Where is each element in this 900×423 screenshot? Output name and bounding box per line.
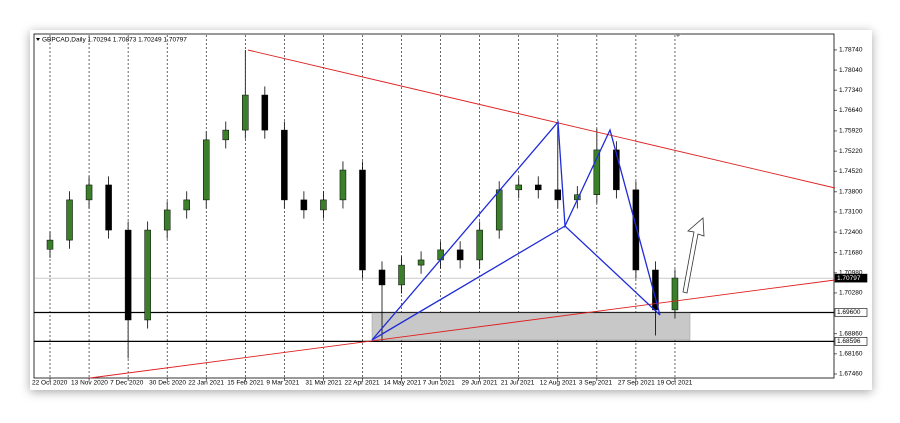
y-tick-label: 1.75220 <box>839 148 863 155</box>
x-tick-label: 21 Jul 2021 <box>501 380 535 387</box>
level-label-box <box>834 308 868 317</box>
x-tick-label: 3 Sep 2021 <box>579 380 613 387</box>
y-tick-label: 1.68860 <box>839 330 863 337</box>
level-label: 1.69600 <box>837 309 861 316</box>
x-tick-label: 27 Sep 2021 <box>618 380 655 387</box>
candle-body <box>144 229 151 321</box>
candle-body <box>261 94 269 131</box>
y-tick-label: 1.70280 <box>839 290 863 297</box>
candle-body <box>183 199 190 211</box>
candle-body <box>456 249 464 261</box>
candle-body <box>124 229 132 321</box>
level-label-box <box>834 273 868 283</box>
candle-body <box>671 277 679 311</box>
y-tick-label: 1.73100 <box>839 209 863 216</box>
candle-body <box>515 184 522 191</box>
candle-body <box>495 189 503 231</box>
candle-body <box>163 209 171 231</box>
x-tick-label: 14 May 2021 <box>384 380 422 387</box>
candle-body <box>632 189 640 271</box>
x-tick-label: 12 Aug 2021 <box>540 380 577 387</box>
level-label: 1.68596 <box>837 338 861 345</box>
x-tick-label: 13 Nov 2020 <box>71 380 108 387</box>
candle-body <box>437 249 444 261</box>
candle-body <box>320 199 327 211</box>
y-tick-label: 1.67460 <box>839 371 863 378</box>
y-tick-label: 1.74520 <box>839 168 863 175</box>
zone-box <box>371 312 691 341</box>
x-tick-label: 31 Mar 2021 <box>305 380 342 387</box>
x-tick-label: 22 Jan 2021 <box>188 380 224 387</box>
y-tick-label: 1.77340 <box>839 87 863 94</box>
candle-body <box>339 169 347 201</box>
level-label: 1.70797 <box>837 275 861 282</box>
x-tick-label: 7 Dec 2020 <box>110 380 144 387</box>
x-tick-label: 22 Apr 2021 <box>344 380 379 387</box>
y-tick-label: 1.68160 <box>839 351 863 358</box>
candle-body <box>46 239 54 250</box>
candle-body <box>222 129 230 141</box>
plot-border <box>33 33 835 379</box>
x-tick-label: 22 Oct 2020 <box>32 380 68 387</box>
y-tick-label: 1.76640 <box>839 107 863 114</box>
y-tick-label: 1.78740 <box>839 47 863 54</box>
candle-body <box>66 199 73 241</box>
arrow <box>682 217 705 294</box>
candle-body <box>593 149 601 195</box>
candle-body <box>242 94 249 131</box>
candle-body <box>359 169 366 271</box>
title-marker <box>36 38 40 41</box>
candle-body <box>300 199 308 211</box>
x-tick-label: 30 Dec 2020 <box>149 380 186 387</box>
shift-marker <box>675 34 681 37</box>
candle-body <box>202 139 210 201</box>
candle-body <box>535 184 542 191</box>
y-tick-label: 1.73800 <box>839 189 863 196</box>
level-label-box <box>834 337 868 346</box>
y-tick-label: 1.78040 <box>839 67 863 74</box>
y-tick-label: 1.75920 <box>839 128 863 135</box>
chart-title: GBPCAD,Daily 1.70294 1.70873 1.70249 1.7… <box>42 37 187 44</box>
candle-body <box>554 189 562 201</box>
y-tick-label: 1.72400 <box>839 229 863 236</box>
x-tick-label: 7 Jun 2021 <box>423 380 456 387</box>
candle-body <box>281 129 288 201</box>
candle-body <box>378 269 386 286</box>
y-tick-label: 1.71680 <box>839 249 863 256</box>
candle-body <box>105 184 112 231</box>
x-tick-label: 9 Mar 2021 <box>266 380 299 387</box>
harmonic-pattern <box>371 225 661 341</box>
candle-body <box>398 264 405 286</box>
candle-body <box>613 149 620 191</box>
candle-body <box>417 259 425 266</box>
candle-body <box>85 184 93 201</box>
y-tick-label: 1.70980 <box>839 270 863 277</box>
trend-line <box>89 279 836 379</box>
x-tick-label: 19 Oct 2021 <box>657 380 693 387</box>
overlay <box>89 49 836 379</box>
x-tick-label: 15 Feb 2021 <box>227 380 264 387</box>
candle-body <box>476 229 483 261</box>
trend-line <box>247 49 836 189</box>
x-tick-label: 29 Jun 2021 <box>462 380 498 387</box>
